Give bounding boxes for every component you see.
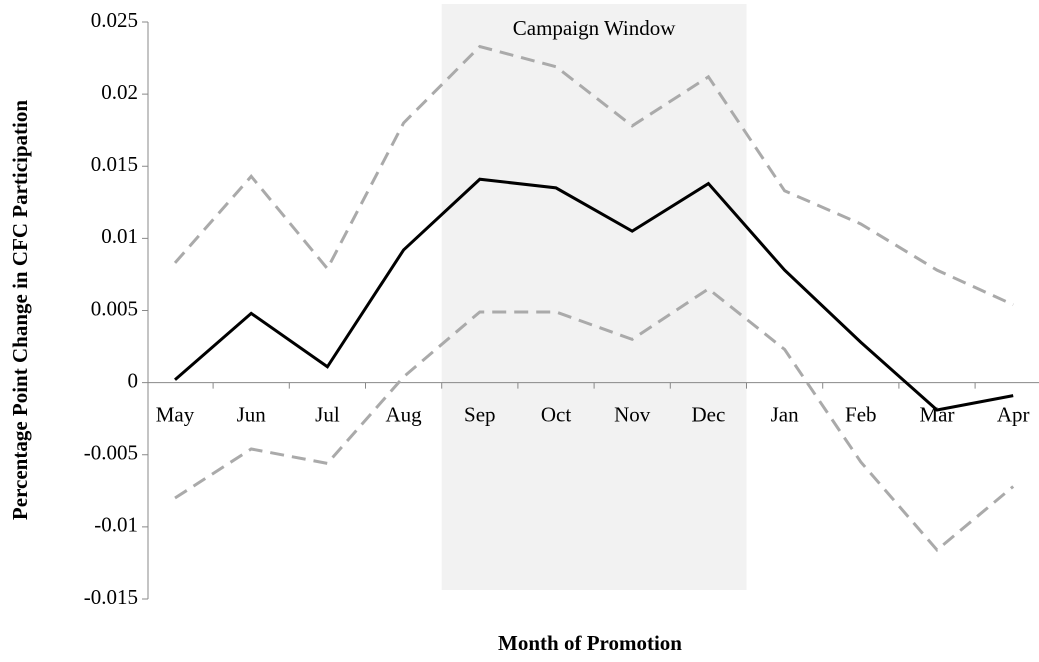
x-tick-label: Dec	[691, 402, 725, 426]
x-tick-label: Feb	[845, 402, 877, 426]
y-tick-label: -0.015	[84, 585, 138, 609]
x-tick-label: May	[156, 402, 195, 426]
series-line	[174, 177, 1014, 412]
campaign-window	[441, 4, 747, 590]
y-tick-label: 0.02	[101, 80, 138, 104]
x-tick-label: Oct	[541, 402, 571, 426]
x-tick-label: Mar	[920, 402, 955, 426]
x-tick-label: Nov	[614, 402, 651, 426]
x-tick-label: Sep	[464, 402, 496, 426]
y-tick-label: 0.025	[91, 8, 138, 32]
series-line	[174, 287, 1015, 553]
x-axis-label: Month of Promotion	[498, 631, 682, 655]
x-tick-label: Jun	[237, 402, 267, 426]
y-axis-label: Percentage Point Change in CFC Participa…	[8, 100, 32, 520]
y-tick-label: -0.005	[84, 441, 138, 465]
shade-label: Campaign Window	[513, 16, 677, 40]
y-tick-label: 0.005	[91, 296, 138, 320]
x-tick-label: Jan	[771, 402, 799, 426]
x-tick-label: Jul	[315, 402, 340, 426]
x-tick-label: Aug	[386, 402, 423, 426]
y-tick-label: 0.015	[91, 152, 138, 176]
y-tick-label: -0.01	[94, 513, 138, 537]
y-tick-label: 0.01	[101, 224, 138, 248]
y-tick-label: 0	[128, 368, 139, 392]
x-tick-label: Apr	[997, 402, 1030, 426]
